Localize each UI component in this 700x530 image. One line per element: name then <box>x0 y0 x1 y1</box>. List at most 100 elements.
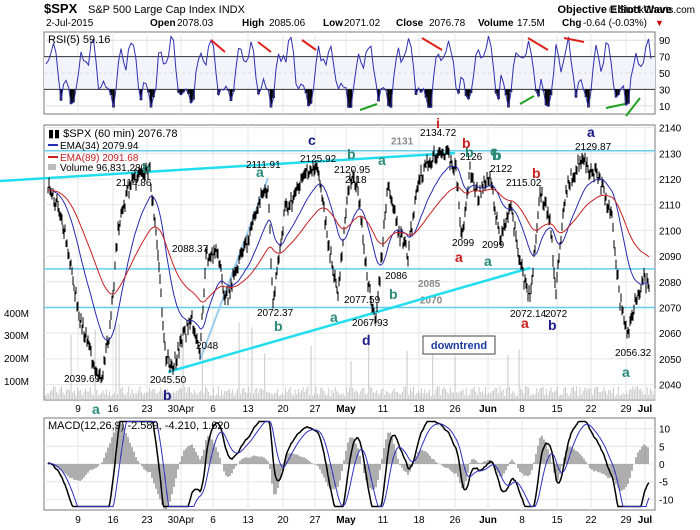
rsi-tick-label: 90 <box>659 36 671 47</box>
volume-bar <box>259 388 261 400</box>
price-tick-label: 2090 <box>659 252 682 263</box>
volume-bar <box>129 394 131 400</box>
rsi-label: RSI(5) 59.16 <box>48 34 110 46</box>
volume-bar <box>342 393 344 400</box>
wave-label: c <box>308 132 316 148</box>
volume-bar <box>597 386 598 400</box>
volume-bar <box>608 390 610 400</box>
volume-bar <box>334 386 336 400</box>
volume-bar <box>485 387 486 400</box>
wave-label: a <box>378 152 386 168</box>
volume-bar <box>315 386 317 400</box>
volume-bar <box>313 393 315 400</box>
volume-bar <box>62 392 64 400</box>
volume-bar <box>267 392 269 400</box>
volume-bar <box>585 389 587 400</box>
volume-bar <box>142 394 144 400</box>
price-label: 2134.72 <box>420 128 457 139</box>
x-tick-label-bottom: 11 <box>378 515 389 526</box>
volume-bar <box>120 388 122 400</box>
volume-bar <box>329 395 331 400</box>
volume-bar <box>395 391 397 400</box>
volume-bar <box>214 395 216 400</box>
ohlc-low-label: Low <box>323 18 343 29</box>
volume-bar <box>457 393 459 400</box>
volume-bar <box>529 395 531 400</box>
volume-bar <box>464 395 466 400</box>
volume-bar <box>131 388 133 400</box>
x-tick-label: 15 <box>551 404 563 415</box>
volume-bar <box>355 390 357 400</box>
volume-bar <box>557 386 558 400</box>
volume-bar <box>454 356 456 400</box>
volume-bar <box>205 386 206 400</box>
rsi-oversold-fill <box>419 89 423 93</box>
volume-bar <box>325 395 326 400</box>
volume-bar <box>352 387 354 400</box>
volume-bar <box>366 393 368 400</box>
price-label: 2122 <box>490 164 513 175</box>
volume-bar <box>219 395 221 400</box>
x-tick-label-bottom: 6 <box>210 515 216 526</box>
ohlc-high-value: 2085.06 <box>269 18 306 29</box>
macd-tick-label: 5 <box>659 442 665 453</box>
volume-bar <box>297 388 299 400</box>
volume-bar <box>190 392 192 400</box>
volume-bar <box>336 390 338 400</box>
volume-bar <box>653 394 654 400</box>
volume-bar <box>49 391 51 400</box>
volume-bar <box>304 392 306 400</box>
price-tick-label: 2100 <box>659 226 682 237</box>
volume-bar <box>169 395 171 400</box>
volume-bar <box>115 324 117 400</box>
price-label: 2120.95 <box>334 165 371 176</box>
volume-bar <box>280 395 282 400</box>
volume-bar <box>187 386 189 400</box>
x-tick-label-bottom: May <box>336 515 356 526</box>
volume-bar <box>448 393 450 400</box>
volume-bar <box>281 392 283 400</box>
volume-bar <box>558 395 560 400</box>
volume-bar <box>565 386 566 400</box>
volume-bar <box>125 395 126 400</box>
volume-bar <box>155 393 157 400</box>
volume-bar <box>289 386 291 400</box>
symbol: $SPX <box>44 1 78 16</box>
volume-bar <box>80 389 82 400</box>
volume-bar <box>264 353 266 400</box>
rsi-oversold-fill <box>627 89 630 104</box>
volume-bar <box>293 395 294 400</box>
volume-bar <box>379 393 381 400</box>
volume-bar <box>541 387 542 400</box>
volume-bar <box>96 389 98 400</box>
volume-bar <box>265 391 267 400</box>
volume-bar <box>51 389 53 400</box>
volume-bar <box>413 386 414 400</box>
volume-bar <box>593 388 595 400</box>
volume-bar <box>505 388 507 400</box>
volume-bar <box>70 334 72 400</box>
volume-bar <box>601 390 603 400</box>
volume-bar <box>189 387 190 400</box>
volume-bar <box>361 387 363 400</box>
volume-bar <box>59 388 61 400</box>
volume-bar <box>589 388 590 400</box>
volume-bar <box>61 386 62 400</box>
volume-bar <box>136 393 138 400</box>
volume-bar <box>581 394 582 400</box>
volume-bar <box>152 389 154 400</box>
volume-bar <box>561 394 563 400</box>
volume-bar <box>221 390 222 400</box>
volume-bar <box>149 387 150 400</box>
ema89-legend: EMA(89) 2091.68 <box>60 153 139 164</box>
volume-bar <box>643 395 645 400</box>
volume-tick-label: 200M <box>4 354 29 365</box>
price-tick-label: 2080 <box>659 278 682 289</box>
volume-bar <box>261 388 262 400</box>
volume-bar <box>245 392 246 400</box>
volume-bar <box>168 391 170 400</box>
volume-bar <box>651 391 653 400</box>
volume-bar <box>46 393 48 400</box>
volume-bar <box>75 394 77 400</box>
volume-bar <box>521 390 523 400</box>
